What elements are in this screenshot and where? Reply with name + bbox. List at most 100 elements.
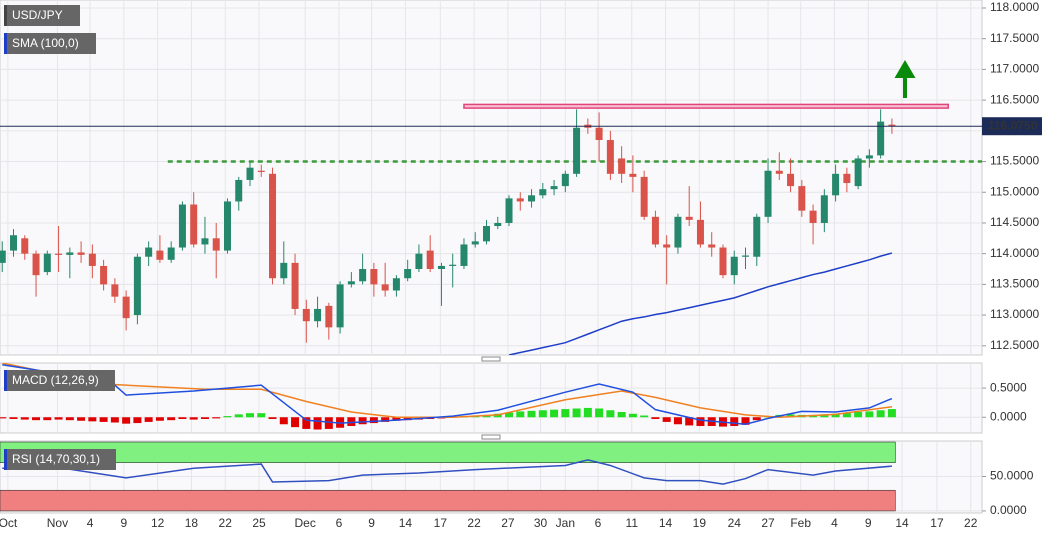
y-tick-label: 114.5000 [990,215,1039,229]
x-tick-label: 4 [831,516,838,530]
candle-body [595,127,603,141]
sma-line [508,252,893,355]
histogram-bar [696,417,705,426]
candle-body [663,244,671,248]
x-tick-label: Nov [47,516,68,530]
candle-body [269,173,277,279]
histogram-bar [122,417,131,424]
histogram-bar [527,410,536,418]
x-tick-label: 9 [121,516,128,530]
macd-line [2,364,893,426]
histogram-bar [752,417,761,421]
pane-handle [481,434,501,440]
histogram-bar [673,417,682,425]
candle-body [877,121,885,156]
candle-body [77,252,85,255]
histogram-bar [561,409,570,418]
chart-title: USD/JPY [12,8,63,22]
histogram-bar [662,417,671,422]
y-tick-label: 0.0000 [990,503,1027,517]
candle-body [854,158,862,187]
histogram-bar [595,408,604,418]
candle-body [437,265,445,270]
histogram-bar [88,417,97,422]
candle-body [708,244,716,248]
histogram-bar [54,417,63,420]
pane-group [0,363,982,430]
candle-body [719,247,727,276]
candle-body [629,173,637,177]
histogram-bar [144,417,153,422]
x-tick-label: 11 [626,516,639,530]
histogram-bar [865,411,874,418]
candle-body [415,253,423,270]
candle-body [426,250,434,270]
candle-body [314,308,322,322]
y-tick-label: 114.0000 [990,246,1039,260]
y-tick-label: 112.5000 [990,338,1039,352]
histogram-bar [257,413,266,418]
x-tick-label: Oct [0,516,18,530]
histogram-bar [538,410,547,418]
candle-body [111,284,119,297]
histogram-bar [77,417,86,421]
histogram-bar [369,417,378,424]
histogram-bar [572,408,581,418]
histogram-bar [550,409,559,418]
x-tick-label: Feb [790,516,811,530]
histogram-bar [20,417,29,420]
candle-body [561,173,569,187]
resistance-zone [463,103,949,109]
candle-body [460,244,468,266]
histogram-bar [730,417,739,426]
y-tick-label: 117.5000 [990,31,1039,45]
histogram-bar [167,417,176,421]
x-tick-label: Jan [556,516,575,530]
candle-body [212,238,220,251]
candle-body [302,308,310,322]
y-tick-label: 115.0000 [990,184,1039,198]
histogram-bar [313,417,322,430]
histogram-bar [223,416,232,418]
candle-body [336,284,344,328]
candle-body [674,216,682,248]
y-tick-label: 0.0000 [990,409,1027,423]
candle-body [66,252,74,255]
y-tick-label: 115.5000 [990,154,1039,168]
candle-body [471,241,479,245]
candle-body [21,238,29,254]
x-tick-label: 14 [659,516,673,530]
histogram-bar [302,417,311,429]
candle-body [122,296,130,319]
candle-body [573,127,581,174]
histogram-bar [246,413,255,418]
candle-body [482,226,490,242]
macd-title: MACD (12,26,9) [12,373,99,387]
x-tick-label: 6 [595,516,602,530]
candle-body [528,195,536,202]
x-tick-label: 27 [501,516,515,530]
x-tick-label: 22 [219,516,233,530]
candle-body [798,186,806,211]
histogram-bar [324,417,333,429]
candle-body [449,264,457,266]
histogram-bar [842,413,851,418]
y-tick-label: 116.5000 [990,92,1039,106]
x-tick-label: 14 [399,516,413,530]
rsi-tag: RSI (14,70,30,1) [4,449,116,470]
histogram-bar [133,417,142,424]
histogram-bar [43,417,52,421]
histogram-bar [381,417,390,422]
histogram-bar [651,417,660,419]
candle-body [370,269,378,285]
histogram-bar [358,417,367,425]
candle-body [167,247,175,260]
histogram-bar [155,417,164,421]
x-tick-label: 12 [151,516,165,530]
overbought-zone [0,441,896,464]
y-tick-label: 113.5000 [990,277,1039,291]
histogram-bar [741,417,750,425]
candle-body [190,204,198,245]
candle-body [325,305,333,328]
